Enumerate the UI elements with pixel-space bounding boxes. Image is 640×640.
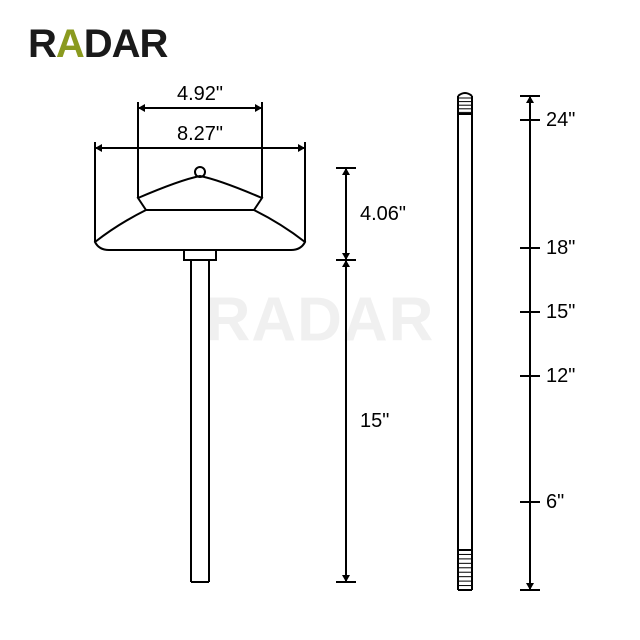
svg-text:4.92": 4.92" bbox=[177, 83, 223, 105]
technical-drawing: 4.92" 8.27" 4.06" 15" 24" 18" 15" 12" 6" bbox=[0, 0, 640, 640]
svg-text:4.06": 4.06" bbox=[360, 203, 406, 225]
svg-text:15": 15" bbox=[360, 410, 389, 432]
svg-text:24": 24" bbox=[546, 109, 575, 131]
svg-text:12": 12" bbox=[546, 365, 575, 387]
svg-text:15": 15" bbox=[546, 301, 575, 323]
svg-text:8.27": 8.27" bbox=[177, 123, 223, 145]
svg-text:6": 6" bbox=[546, 491, 564, 513]
svg-text:18": 18" bbox=[546, 237, 575, 259]
